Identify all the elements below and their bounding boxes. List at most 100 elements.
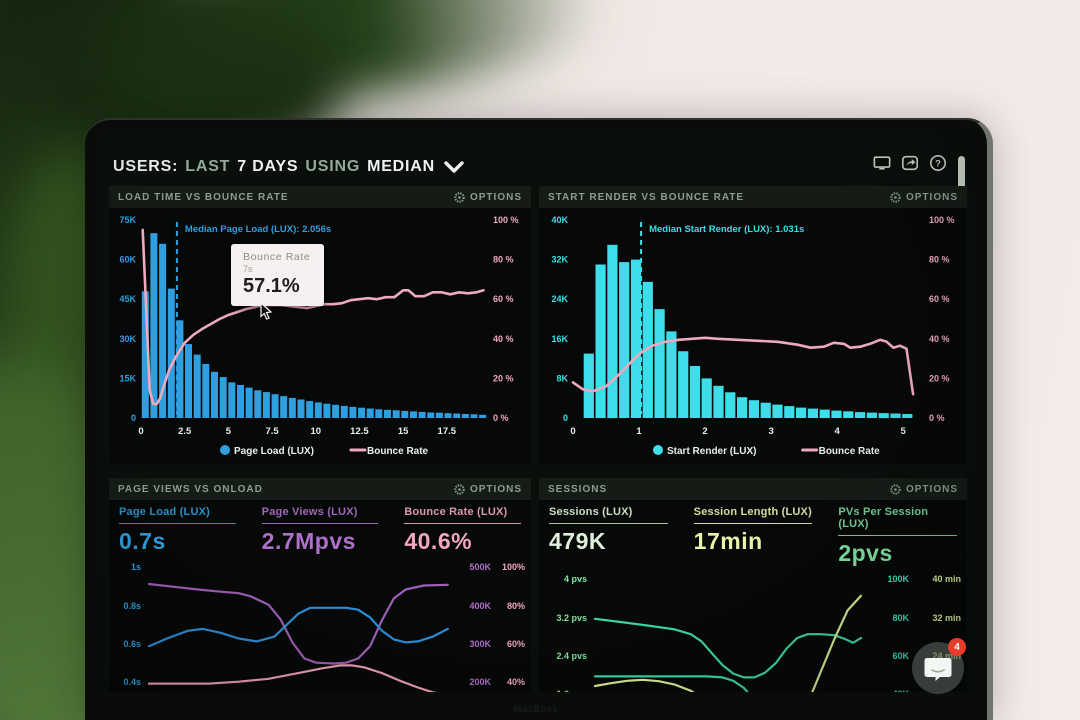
- svg-text:2.5: 2.5: [178, 426, 192, 437]
- tooltip-value: 57.1%: [243, 275, 300, 297]
- title-segment: MEDIAN: [367, 158, 435, 175]
- options-label: OPTIONS: [905, 191, 958, 203]
- svg-text:0.6s: 0.6s: [123, 639, 141, 649]
- metric-label: Sessions (LUX): [549, 506, 668, 524]
- svg-text:7.5: 7.5: [265, 426, 279, 437]
- svg-text:80 %: 80 %: [493, 255, 514, 265]
- metric-label: Bounce Rate (LUX): [404, 506, 522, 524]
- panel-title: PAGE VIEWS VS ONLOAD: [118, 483, 263, 495]
- svg-text:60K: 60K: [892, 651, 909, 661]
- metric-label: PVs Per Session (LUX): [838, 506, 958, 536]
- svg-text:40 %: 40 %: [929, 334, 950, 344]
- svg-text:20 %: 20 %: [929, 373, 950, 383]
- chart-area: 1s 0.8s 0.6s 0.4s 500K 400K 300K 200K 100% 80% 60%…: [109, 555, 531, 692]
- svg-text:400K: 400K: [469, 601, 491, 611]
- svg-text:60 %: 60 %: [929, 294, 950, 304]
- metric-value: 0.7s: [119, 528, 166, 554]
- svg-text:80K: 80K: [892, 613, 909, 623]
- svg-text:60K: 60K: [119, 255, 136, 265]
- svg-text:0: 0: [570, 426, 575, 437]
- svg-text:45K: 45K: [119, 294, 136, 304]
- svg-text:200K: 200K: [469, 677, 491, 687]
- options-button[interactable]: OPTIONS: [890, 484, 958, 495]
- svg-text:32 min: 32 min: [932, 613, 961, 623]
- panel-header: LOAD TIME VS BOUNCE RATE OPTIONS: [109, 186, 531, 208]
- chat-widget-button[interactable]: 4: [912, 638, 966, 694]
- users-range-dropdown[interactable]: USERS: LAST 7 DAYS USING MEDIAN: [113, 158, 464, 176]
- metric-value: 17min: [693, 528, 763, 554]
- panel-header: SESSIONS OPTIONS: [539, 478, 967, 500]
- gear-icon: [454, 191, 465, 203]
- svg-text:100 %: 100 %: [929, 215, 955, 225]
- svg-text:15: 15: [398, 426, 409, 437]
- sessions-line-chart: 4 pvs 3.2 pvs 2.4 pvs 1.6 pvs 100K 80K 60K 40K 4…: [556, 574, 961, 692]
- gear-icon: [454, 483, 465, 495]
- svg-text:30K: 30K: [119, 334, 136, 344]
- metric-page-views: Page Views (LUX) 2.7Mpvs: [261, 506, 379, 555]
- metric-value: 2.7Mpvs: [261, 528, 356, 554]
- svg-text:2: 2: [702, 426, 707, 437]
- svg-text:4 pvs: 4 pvs: [564, 574, 587, 584]
- svg-text:5: 5: [901, 426, 907, 437]
- title-segment: USERS:: [113, 158, 179, 175]
- svg-text:100 %: 100 %: [493, 215, 519, 225]
- options-button[interactable]: OPTIONS: [890, 192, 958, 203]
- svg-text:17.5: 17.5: [438, 426, 457, 437]
- svg-text:500K: 500K: [469, 562, 491, 572]
- panel-load-time-vs-bounce-rate: LOAD TIME VS BOUNCE RATE OPTIONS Median …: [109, 186, 531, 464]
- svg-text:Median Start Render (LUX): 1.0: Median Start Render (LUX): 1.031s: [649, 224, 804, 235]
- options-label: OPTIONS: [469, 191, 522, 203]
- svg-text:5: 5: [226, 426, 232, 437]
- svg-text:40 %: 40 %: [493, 334, 514, 344]
- chart-area: Median Page Load (LUX): 2.056s 0 15K 30K 45K…: [109, 208, 531, 467]
- svg-text:16K: 16K: [551, 334, 568, 344]
- svg-text:75K: 75K: [119, 215, 136, 225]
- svg-text:60 %: 60 %: [493, 294, 514, 304]
- panel-title: START RENDER VS BOUNCE RATE: [548, 191, 745, 203]
- options-button[interactable]: OPTIONS: [454, 484, 522, 495]
- chevron-down-icon[interactable]: [444, 161, 464, 173]
- bounce-rate-tooltip: Bounce Rate 7s 57.1%: [231, 244, 325, 320]
- panel-sessions: SESSIONS OPTIONS Sessions (LUX) 479K Ses…: [539, 478, 967, 692]
- metric-label: Page Load (LUX): [119, 506, 236, 524]
- metric-value: 479K: [549, 528, 606, 554]
- start-render-histogram-chart: Median Start Render (LUX): 1.031s 0 8K 16K 2…: [551, 215, 955, 457]
- svg-text:300K: 300K: [469, 639, 491, 649]
- options-button[interactable]: OPTIONS: [454, 192, 522, 203]
- load-time-histogram-chart: Median Page Load (LUX): 2.056s 0 15K 30K 45K…: [119, 215, 519, 457]
- gear-icon: [890, 191, 901, 203]
- help-icon[interactable]: ?: [929, 154, 947, 172]
- svg-text:20 %: 20 %: [493, 373, 514, 383]
- metrics-row: Page Load (LUX) 0.7s Page Views (LUX) 2.…: [109, 500, 531, 555]
- svg-text:?: ?: [935, 159, 941, 170]
- options-label: OPTIONS: [905, 483, 958, 495]
- svg-text:40%: 40%: [507, 677, 525, 687]
- title-segment: 7 DAYS: [237, 158, 299, 175]
- svg-text:1.6 pvs: 1.6 pvs: [556, 689, 587, 692]
- svg-text:Median Page Load (LUX): 2.056s: Median Page Load (LUX): 2.056s: [185, 224, 331, 235]
- svg-text:0: 0: [138, 426, 143, 437]
- svg-text:3: 3: [768, 426, 773, 437]
- svg-text:Bounce Rate: Bounce Rate: [367, 446, 429, 457]
- metric-page-load: Page Load (LUX) 0.7s: [119, 506, 236, 555]
- metric-value: 2pvs: [838, 540, 893, 566]
- title-segment: USING: [305, 158, 361, 175]
- svg-text:1s: 1s: [131, 562, 141, 572]
- svg-text:0 %: 0 %: [493, 413, 509, 423]
- panel-page-views-vs-onload: PAGE VIEWS VS ONLOAD OPTIONS Page Load (…: [109, 478, 531, 692]
- svg-text:40K: 40K: [892, 689, 909, 692]
- svg-text:40 min: 40 min: [932, 574, 961, 584]
- svg-text:0.8s: 0.8s: [123, 601, 141, 611]
- metric-value: 40.6%: [404, 528, 473, 554]
- svg-text:Page Load (LUX): Page Load (LUX): [234, 446, 314, 457]
- display-icon[interactable]: [873, 154, 891, 172]
- options-label: OPTIONS: [469, 483, 522, 495]
- metric-pvs-per-session: PVs Per Session (LUX) 2pvs: [838, 506, 958, 567]
- svg-text:0: 0: [131, 413, 136, 423]
- svg-text:Start Render (LUX): Start Render (LUX): [667, 446, 756, 457]
- svg-text:12.5: 12.5: [350, 426, 369, 437]
- svg-text:4: 4: [835, 426, 841, 437]
- svg-text:60%: 60%: [507, 639, 525, 649]
- share-icon[interactable]: [901, 154, 919, 172]
- svg-text:0: 0: [563, 413, 568, 423]
